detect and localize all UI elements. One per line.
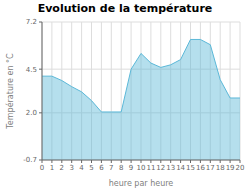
svg-text:9: 9	[129, 164, 133, 172]
svg-text:15: 15	[186, 164, 195, 172]
svg-text:8: 8	[119, 164, 123, 172]
svg-text:4.5: 4.5	[26, 66, 37, 74]
svg-text:11: 11	[146, 164, 155, 172]
svg-text:2: 2	[60, 164, 64, 172]
svg-text:17: 17	[206, 164, 215, 172]
svg-text:-0.7: -0.7	[23, 156, 37, 164]
svg-text:16: 16	[196, 164, 205, 172]
svg-text:2.0: 2.0	[26, 109, 37, 117]
svg-text:5: 5	[89, 164, 93, 172]
svg-text:13: 13	[166, 164, 175, 172]
svg-text:10: 10	[137, 164, 146, 172]
html-text:Evolution de la température: Evolution de la température	[37, 2, 213, 15]
svg-text:3: 3	[69, 164, 73, 172]
svg-text:12: 12	[156, 164, 165, 172]
svg-text:14: 14	[176, 164, 185, 172]
svg-text:18: 18	[216, 164, 225, 172]
svg-text:6: 6	[99, 164, 104, 172]
svg-text:19: 19	[226, 164, 235, 172]
svg-text:7: 7	[109, 164, 113, 172]
svg-text:7.2: 7.2	[26, 18, 37, 26]
svg-text:heure par heure: heure par heure	[109, 179, 174, 188]
svg-text:4: 4	[79, 164, 84, 172]
svg-text:0: 0	[40, 164, 44, 172]
svg-text:Température en °C: Température en °C	[8, 53, 15, 130]
svg-text:20: 20	[236, 164, 242, 172]
svg-text:1: 1	[50, 164, 54, 172]
